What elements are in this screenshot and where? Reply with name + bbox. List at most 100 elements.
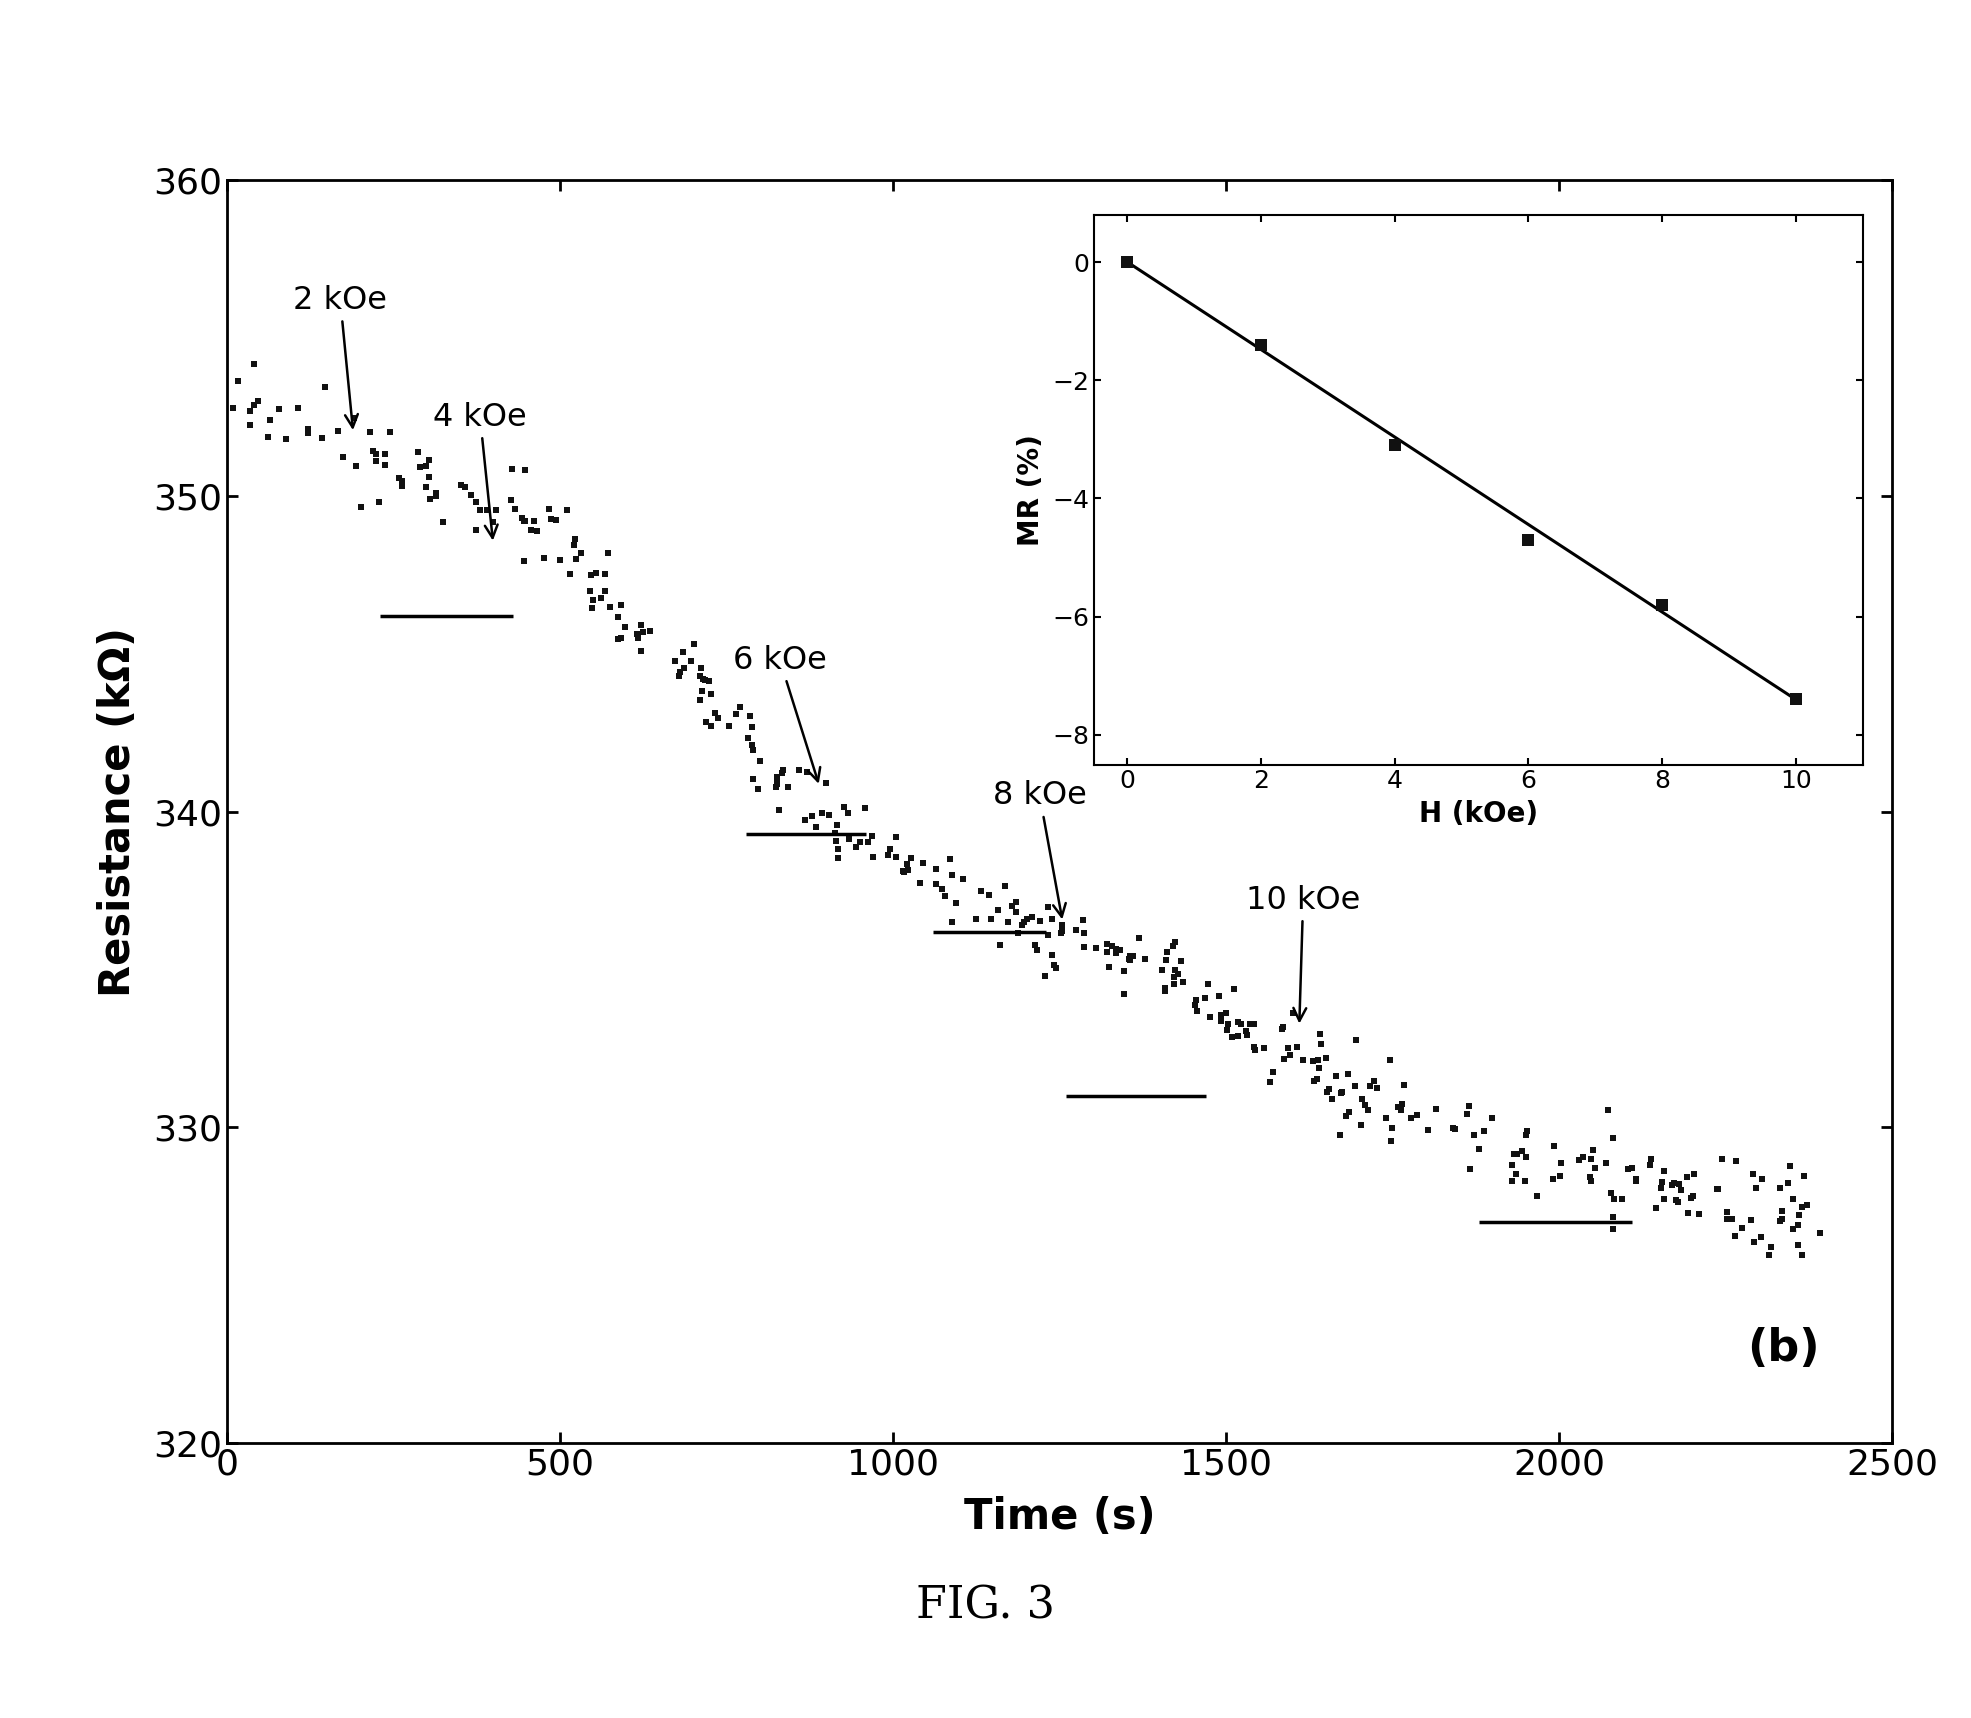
Point xyxy=(1382,1093,1413,1120)
Point xyxy=(767,759,798,787)
Point xyxy=(1575,1163,1606,1191)
Point xyxy=(1348,1091,1380,1118)
Point xyxy=(369,452,400,479)
Point xyxy=(481,497,512,524)
Text: 6 kOe: 6 kOe xyxy=(733,644,828,782)
Point xyxy=(976,905,1007,933)
Point xyxy=(1033,893,1064,921)
Point xyxy=(1778,1215,1809,1242)
Point xyxy=(1299,1067,1330,1094)
Point xyxy=(1640,1194,1671,1221)
Point xyxy=(1344,1112,1376,1139)
Point xyxy=(605,591,637,618)
Point xyxy=(507,505,538,533)
Point xyxy=(1265,1015,1297,1043)
Point xyxy=(1671,1163,1703,1191)
Point xyxy=(1114,945,1145,972)
Point xyxy=(850,794,881,821)
Point xyxy=(1374,1046,1405,1074)
Point xyxy=(660,648,692,675)
Point xyxy=(1240,1036,1271,1063)
Point xyxy=(1660,1187,1691,1215)
Point xyxy=(282,395,313,423)
Point xyxy=(254,407,286,435)
Point xyxy=(509,455,540,483)
Point xyxy=(761,773,792,801)
Point xyxy=(420,483,451,510)
Point xyxy=(690,708,721,735)
Point xyxy=(668,655,700,682)
Point xyxy=(576,594,607,622)
Point xyxy=(1727,1215,1758,1242)
Point xyxy=(1498,1141,1529,1168)
Point xyxy=(554,560,585,588)
Point xyxy=(792,759,824,787)
Point xyxy=(1756,1234,1788,1261)
Point xyxy=(414,447,445,474)
Point xyxy=(664,658,696,685)
Point xyxy=(1386,1096,1417,1124)
Point xyxy=(1301,1065,1332,1093)
Point xyxy=(1305,1020,1336,1048)
Point xyxy=(361,447,392,474)
Point xyxy=(217,393,248,421)
Point xyxy=(1311,1077,1342,1105)
Point xyxy=(1752,1242,1784,1270)
Point xyxy=(1500,1161,1531,1189)
Point xyxy=(1579,1154,1610,1182)
Point xyxy=(810,770,842,797)
Point xyxy=(1019,931,1051,959)
Point xyxy=(386,467,418,495)
Point xyxy=(534,505,566,533)
Point xyxy=(603,603,635,631)
Point xyxy=(828,794,859,821)
Point xyxy=(235,412,266,440)
Point xyxy=(940,890,972,917)
Point xyxy=(1325,1122,1356,1149)
Point xyxy=(501,495,532,522)
Point xyxy=(700,699,731,727)
Point xyxy=(420,479,451,507)
Point xyxy=(737,735,769,763)
Point xyxy=(1230,1022,1261,1050)
Point xyxy=(1159,964,1190,991)
Point xyxy=(1114,947,1145,974)
Point xyxy=(782,756,814,783)
Point xyxy=(576,562,607,589)
Point xyxy=(1271,1034,1303,1062)
Y-axis label: MR (%): MR (%) xyxy=(1017,433,1045,546)
Point xyxy=(323,417,355,445)
Point xyxy=(1167,969,1198,996)
Point xyxy=(1510,1168,1541,1196)
Point xyxy=(589,560,621,588)
Point xyxy=(1226,1010,1257,1038)
Point xyxy=(842,833,873,861)
Point xyxy=(1311,1045,1342,1072)
Point xyxy=(1673,1199,1705,1227)
Point xyxy=(855,823,887,850)
Point xyxy=(1664,1189,1695,1216)
Point xyxy=(1772,1168,1803,1196)
Point xyxy=(907,849,938,876)
Point xyxy=(822,835,853,862)
Point xyxy=(428,509,459,536)
Point xyxy=(1104,936,1135,964)
Point xyxy=(879,844,911,871)
Point xyxy=(733,723,765,751)
Point xyxy=(1354,1072,1386,1100)
Point xyxy=(528,545,560,572)
Point xyxy=(404,454,436,481)
Point xyxy=(374,417,406,445)
Point xyxy=(1230,1017,1261,1045)
Point xyxy=(337,404,369,431)
Point xyxy=(635,617,666,644)
Point xyxy=(767,756,798,783)
Point xyxy=(1455,1156,1486,1184)
Point xyxy=(820,819,851,847)
Point xyxy=(1766,1204,1798,1232)
Point xyxy=(1421,1096,1453,1124)
Point xyxy=(1303,1053,1334,1081)
Point xyxy=(1206,1007,1238,1034)
Point xyxy=(414,464,445,491)
Point xyxy=(1358,1067,1390,1094)
